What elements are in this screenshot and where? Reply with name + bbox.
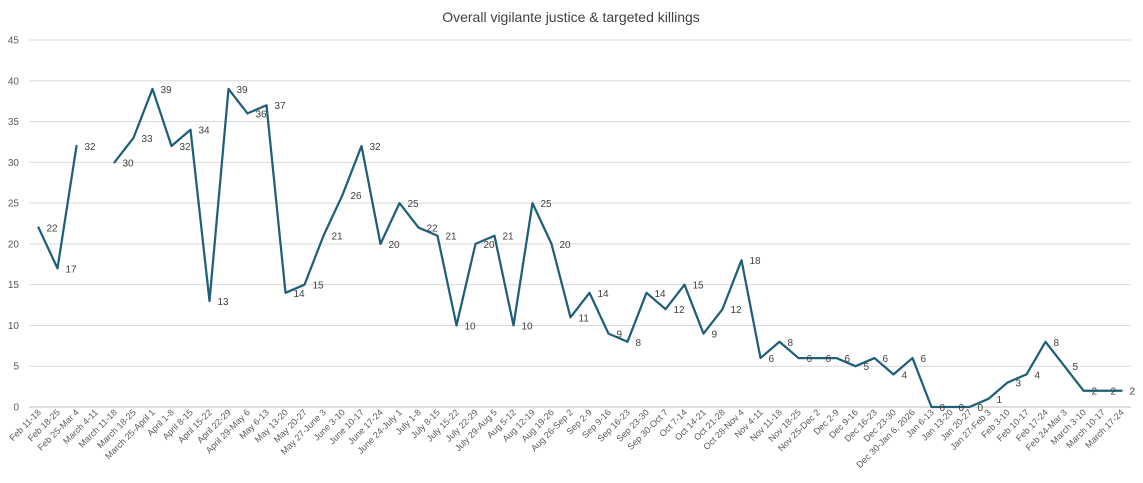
data-label: 25 (541, 199, 553, 210)
y-tick-label: 5 (13, 362, 19, 373)
data-label: 36 (256, 109, 268, 120)
data-label: 8 (1054, 338, 1060, 349)
data-label: 6 (845, 354, 851, 365)
data-label: 20 (484, 240, 496, 251)
y-tick-label: 15 (8, 280, 20, 291)
data-label: 17 (66, 264, 78, 275)
y-tick-label: 35 (8, 117, 20, 128)
data-label: 34 (199, 126, 211, 137)
data-label: 8 (788, 338, 794, 349)
data-label: 15 (313, 281, 325, 292)
data-label: 20 (389, 240, 401, 251)
data-label: 8 (636, 338, 642, 349)
data-label: 6 (826, 354, 832, 365)
data-label: 22 (427, 224, 439, 235)
y-tick-label: 20 (8, 239, 20, 250)
data-label: 12 (674, 305, 686, 316)
data-label: 2 (1130, 387, 1136, 398)
y-axis-ticks: 0 5 10 15 20 25 30 35 40 45 (8, 36, 20, 414)
series-line-layer (37, 87, 1123, 409)
data-label: 9 (712, 330, 718, 341)
data-label: 14 (655, 289, 667, 300)
chart-title: Overall vigilante justice & targeted kil… (442, 9, 700, 25)
data-label: 32 (180, 142, 192, 153)
data-label: 13 (218, 297, 230, 308)
data-label: 12 (731, 305, 743, 316)
data-label: 10 (465, 321, 477, 332)
gridlines (29, 39, 1131, 408)
data-label: 2 (1092, 387, 1098, 398)
data-label: 37 (275, 101, 287, 112)
data-label: 39 (161, 85, 173, 96)
data-label: 39 (237, 85, 249, 96)
data-label: 0 (978, 403, 984, 414)
y-tick-label: 0 (13, 403, 19, 414)
data-label: 6 (921, 354, 927, 365)
data-label: 1 (997, 395, 1003, 406)
data-label: 5 (1073, 362, 1079, 373)
data-label: 4 (902, 370, 908, 381)
data-label: 25 (408, 199, 420, 210)
data-label: 32 (85, 142, 97, 153)
data-label: 11 (579, 313, 590, 324)
data-label: 21 (446, 232, 458, 243)
y-tick-label: 10 (8, 321, 20, 332)
data-labels: 2217323033393234133936371415212632202522… (47, 85, 1136, 414)
data-label: 14 (294, 289, 306, 300)
data-label: 14 (598, 289, 610, 300)
y-tick-label: 45 (8, 36, 20, 47)
data-label: 21 (332, 232, 344, 243)
data-label: 9 (617, 330, 623, 341)
data-label: 6 (769, 354, 775, 365)
data-label: 32 (370, 142, 382, 153)
data-label: 0 (940, 403, 946, 414)
data-label: 2 (1111, 387, 1117, 398)
data-label: 10 (522, 321, 534, 332)
data-label: 5 (864, 362, 870, 373)
y-tick-label: 40 (8, 76, 20, 87)
y-tick-label: 30 (8, 158, 20, 169)
data-label: 18 (750, 256, 762, 267)
data-label: 33 (142, 134, 154, 145)
data-label: 15 (693, 281, 705, 292)
data-label: 22 (47, 224, 59, 235)
data-label: 6 (883, 354, 889, 365)
data-label: 20 (560, 240, 572, 251)
data-label: 30 (123, 158, 135, 169)
data-label: 26 (351, 191, 363, 202)
y-tick-label: 25 (8, 199, 20, 210)
data-label: 4 (1035, 370, 1041, 381)
data-label: 0 (959, 403, 965, 414)
data-label: 6 (807, 354, 813, 365)
data-label: 21 (503, 232, 515, 243)
data-label: 3 (1016, 379, 1022, 390)
series-line (37, 87, 1123, 409)
